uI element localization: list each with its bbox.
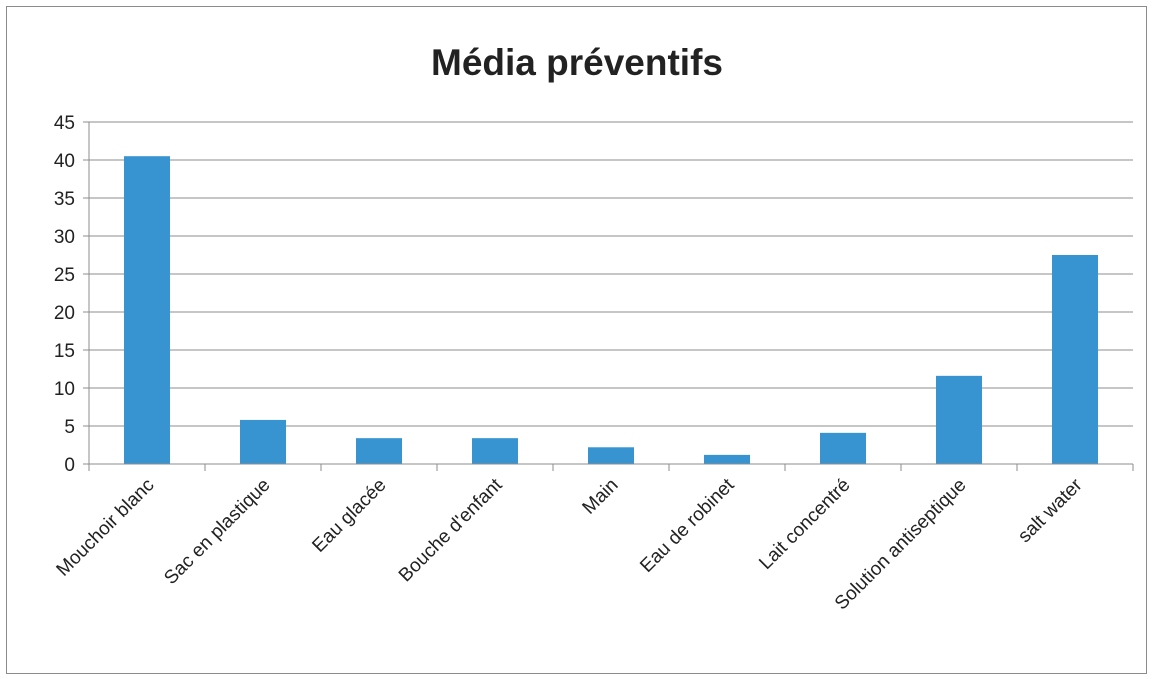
x-category-label: Eau glacée bbox=[308, 475, 390, 557]
axis-labels: 0 5 10 15 20 25 30 35 40 45 Mouchoir blanc Sac en p… bbox=[53, 113, 1087, 614]
bar-3 bbox=[472, 438, 518, 464]
x-category-label: Bouche d'enfant bbox=[395, 474, 507, 586]
bar-6 bbox=[820, 432, 866, 464]
x-category-label: Sac en plastique bbox=[160, 475, 274, 589]
gridlines bbox=[89, 121, 1133, 427]
y-tick-label: 0 bbox=[64, 455, 75, 476]
bar-7 bbox=[936, 375, 982, 464]
x-category-label: Solution antiseptique bbox=[831, 475, 971, 615]
bar-2 bbox=[356, 438, 402, 464]
y-tick-label: 25 bbox=[54, 265, 75, 286]
y-tick-label: 40 bbox=[54, 151, 75, 172]
axes bbox=[83, 121, 1134, 471]
x-category-label: Mouchoir blanc bbox=[53, 475, 159, 581]
y-tick-label: 5 bbox=[64, 417, 75, 438]
y-tick-label: 10 bbox=[54, 379, 75, 400]
bar-8 bbox=[1052, 255, 1098, 464]
x-category-label: Lait concentré bbox=[755, 475, 854, 574]
x-category-label: Main bbox=[579, 475, 623, 519]
chart-title: Média préventifs bbox=[431, 42, 723, 83]
y-tick-label: 15 bbox=[54, 341, 75, 362]
y-tick-label: 30 bbox=[54, 227, 75, 248]
x-category-label: salt water bbox=[1014, 474, 1087, 547]
bar-5 bbox=[704, 454, 750, 464]
y-tick-label: 35 bbox=[54, 189, 75, 210]
bar-1 bbox=[240, 419, 286, 464]
bars bbox=[124, 156, 1098, 464]
y-tick-label: 45 bbox=[54, 113, 75, 134]
chart-frame bbox=[6, 6, 1147, 674]
bar-4 bbox=[588, 447, 634, 464]
y-tick-label: 20 bbox=[54, 303, 75, 324]
x-category-label: Eau de robinet bbox=[636, 474, 739, 577]
bar-0 bbox=[124, 156, 170, 464]
